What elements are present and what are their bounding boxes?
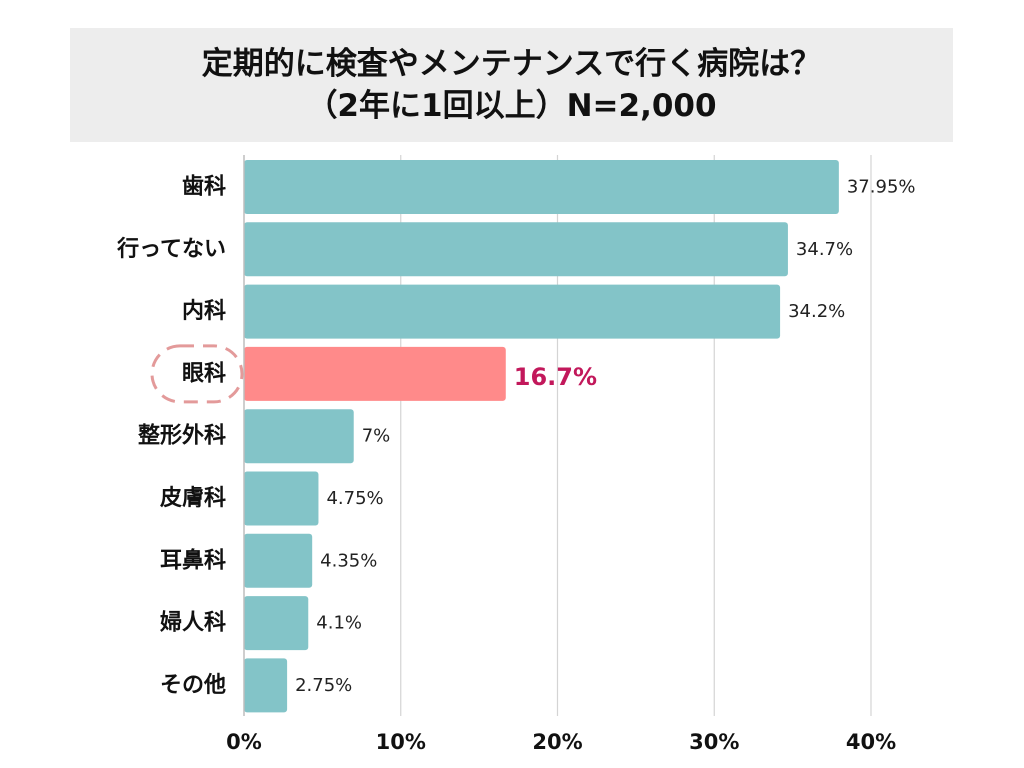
bar-highlight	[244, 346, 506, 401]
x-tick-label: 10%	[376, 730, 426, 754]
highlight-outline	[150, 344, 244, 404]
category-label: その他	[160, 673, 226, 698]
bar	[244, 471, 319, 526]
x-tick-label: 30%	[689, 730, 739, 754]
value-label-highlight: 16.7%	[514, 363, 597, 391]
bar	[244, 533, 313, 588]
bar	[244, 284, 781, 339]
category-label: 眼科	[182, 361, 226, 386]
value-label: 34.2%	[788, 301, 845, 322]
value-label: 4.75%	[326, 488, 383, 509]
x-tick-label: 20%	[532, 730, 582, 754]
value-label: 37.95%	[847, 177, 916, 198]
value-label: 4.35%	[320, 550, 377, 571]
bar	[244, 596, 309, 651]
bar	[244, 409, 354, 464]
bar	[244, 160, 839, 214]
category-label: 内科	[182, 299, 226, 324]
bar	[244, 658, 288, 713]
category-label: 行ってない	[116, 236, 226, 262]
bar	[244, 222, 788, 277]
chart-title-box: 定期的に検査やメンテナンスで行く病院は？ （2年に1回以上）N=2,000	[70, 28, 953, 142]
value-label: 4.1%	[316, 613, 362, 634]
category-label: 整形外科	[138, 423, 226, 449]
x-tick-label: 0%	[226, 730, 262, 754]
chart-title-line1: 定期的に検査やメンテナンスで行く病院は？	[201, 46, 822, 82]
category-label: 婦人科	[159, 610, 226, 636]
category-label: 皮膚科	[160, 485, 226, 511]
value-label: 7%	[362, 426, 391, 447]
chart-title-line2: （2年に1回以上）N=2,000	[306, 88, 717, 124]
value-label: 34.7%	[796, 239, 853, 260]
x-tick-label: 40%	[846, 730, 896, 754]
category-label: 耳鼻科	[160, 547, 226, 573]
category-label: 歯科	[182, 174, 226, 200]
value-label: 2.75%	[295, 675, 352, 696]
